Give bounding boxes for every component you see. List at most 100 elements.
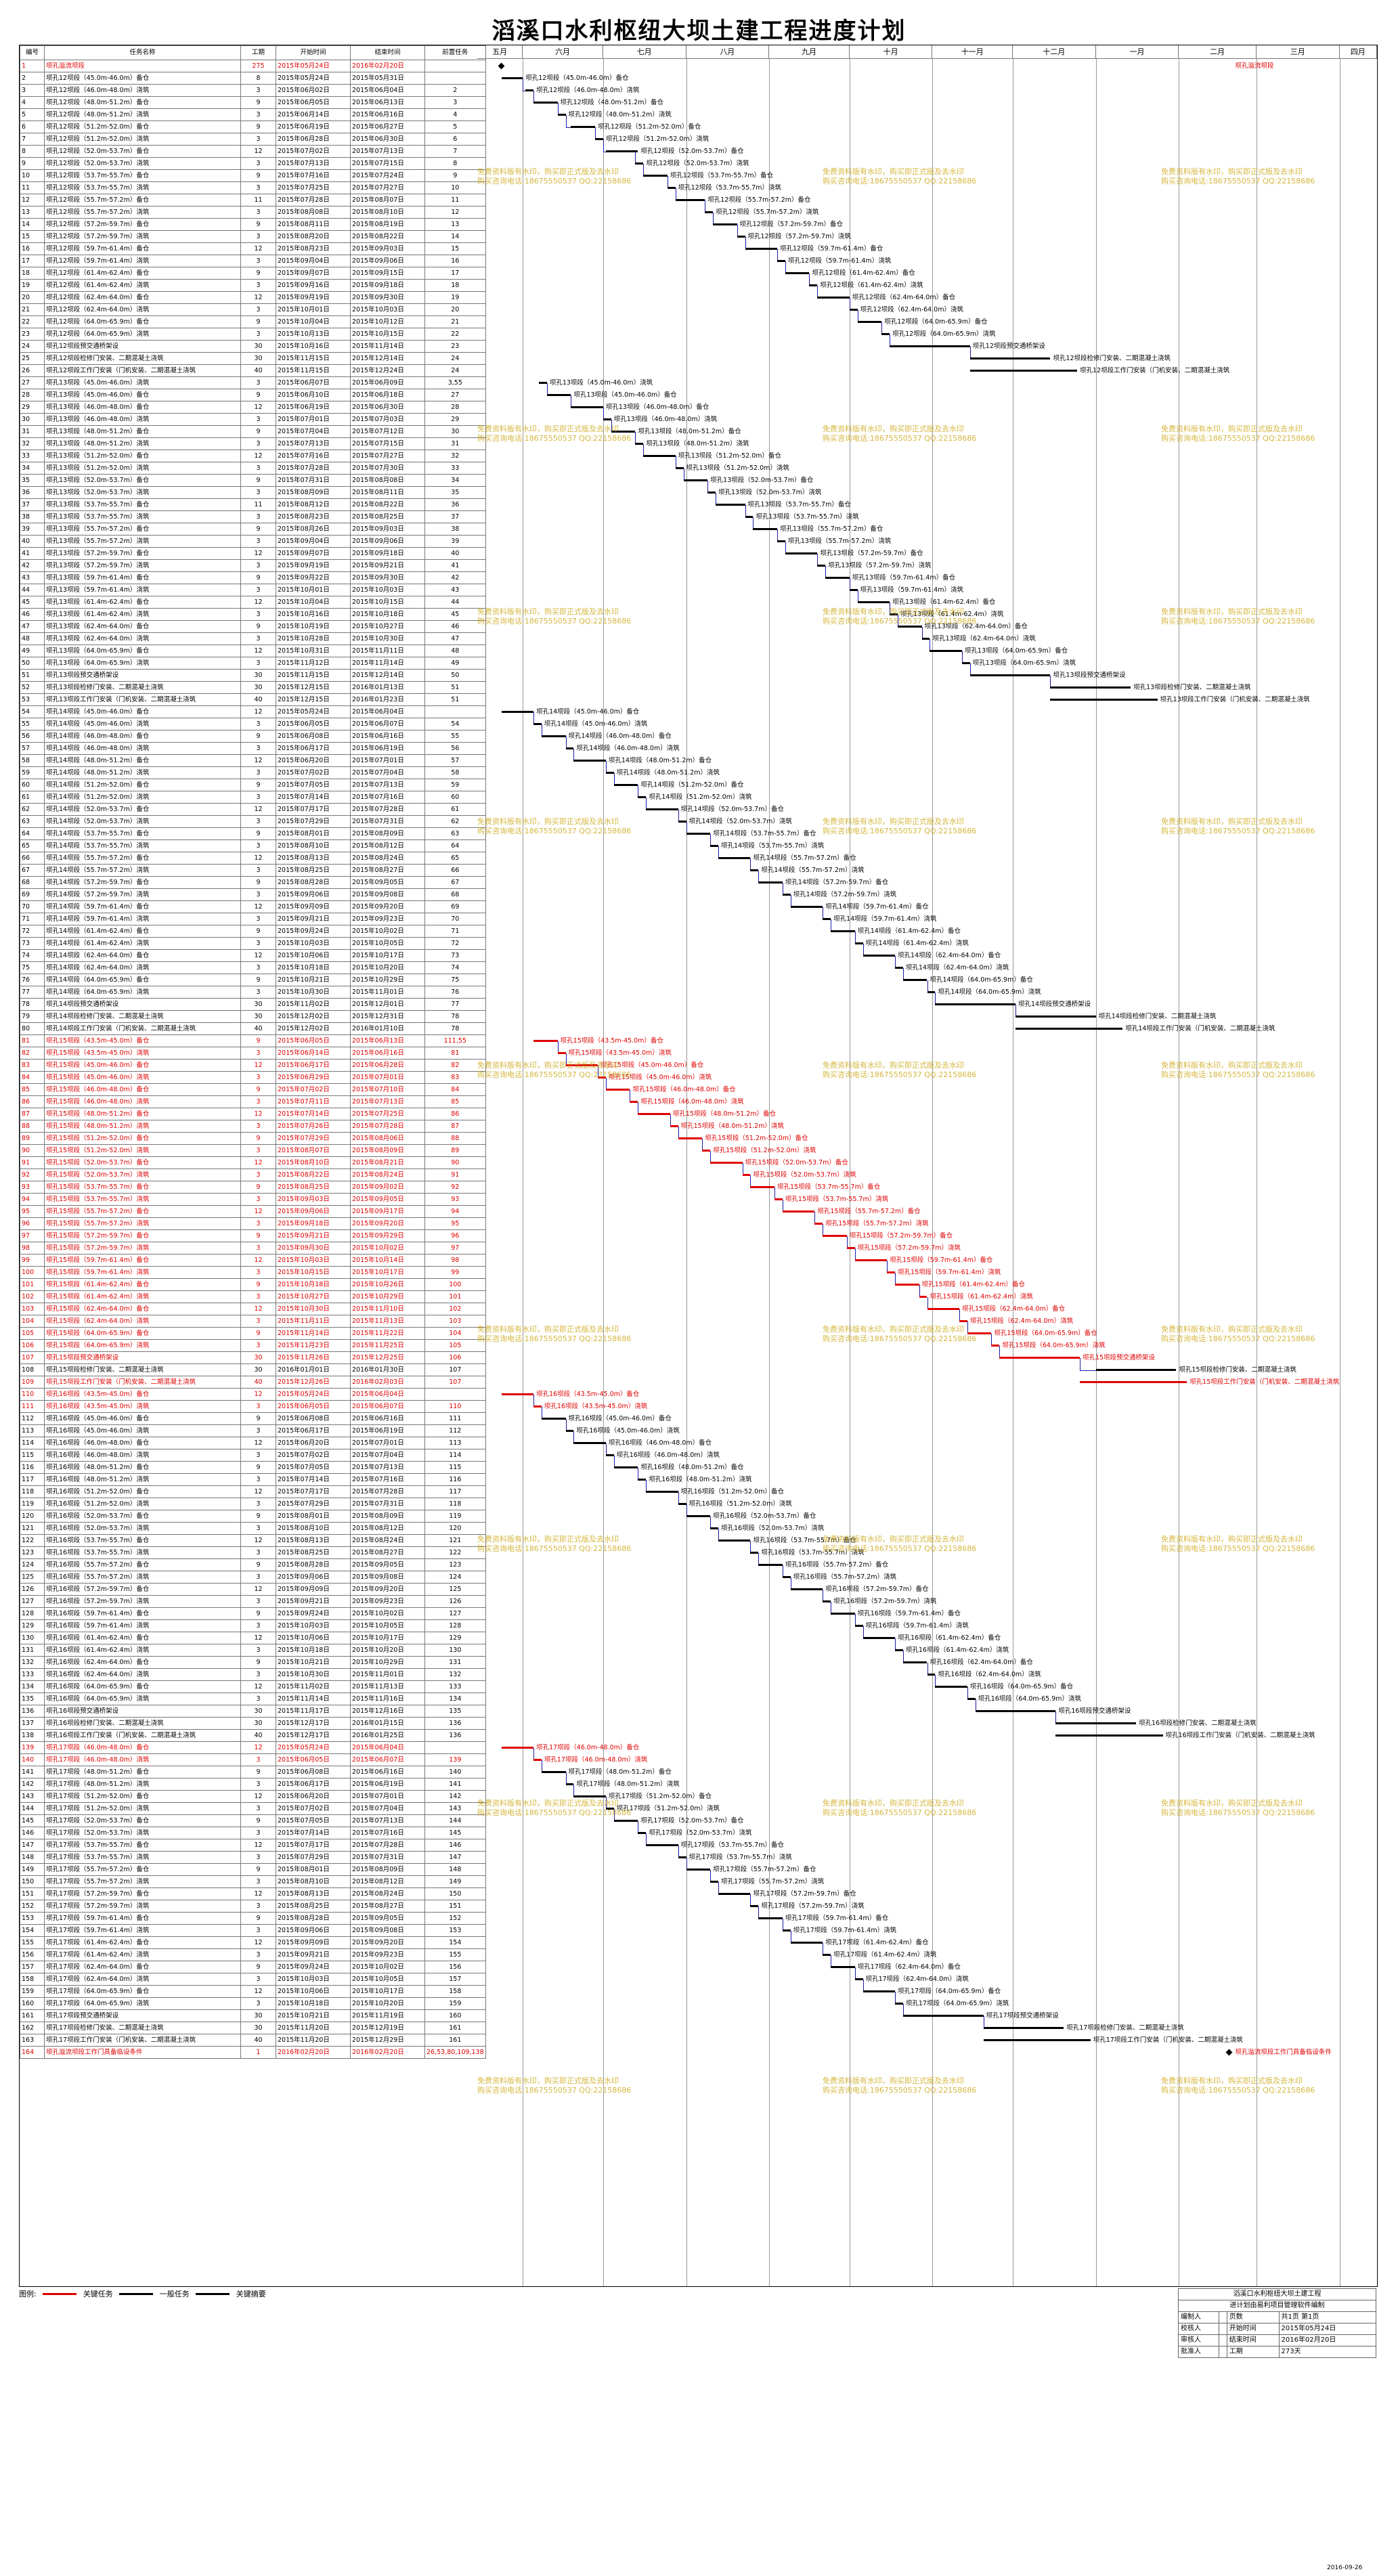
task-bar[interactable]	[546, 394, 571, 396]
task-bar[interactable]	[991, 1345, 1000, 1347]
task-bar[interactable]	[635, 162, 644, 165]
table-row[interactable]: 38 坝孔13坝段（53.7m-55.7m）浇筑 3 2015年08月23日 2015年…	[20, 510, 486, 523]
table-row[interactable]: 43 坝孔13坝段（59.7m-61.4m）备仓 9 2015年09月22日 2015年…	[20, 571, 486, 584]
task-bar[interactable]	[638, 796, 647, 798]
table-row[interactable]: 56 坝孔14坝段（46.0m-48.0m）备仓 9 2015年06月08日 2015年…	[20, 730, 486, 743]
table-row[interactable]: 49 坝孔13坝段（64.0m-65.9m）备仓 12 2015年10月31日 2015…	[20, 645, 486, 657]
table-row[interactable]: 108 坝孔15坝段检修门安装、二期混凝土浇筑 30 2016年01月01日 2016年…	[20, 1363, 486, 1376]
task-bar[interactable]	[857, 321, 882, 323]
table-row[interactable]: 15 坝孔12坝段（57.2m-59.7m）浇筑 3 2015年08月20日 2015年…	[20, 230, 486, 243]
task-bar[interactable]	[927, 991, 936, 993]
task-bar[interactable]	[638, 1832, 647, 1834]
table-row[interactable]: 35 坝孔13坝段（52.0m-53.7m）备仓 9 2015年07月31日 2015年…	[20, 474, 486, 487]
table-row[interactable]: 36 坝孔13坝段（52.0m-53.7m）浇筑 3 2015年08月09日 2015年…	[20, 486, 486, 499]
task-bar[interactable]	[935, 1003, 1016, 1005]
table-row[interactable]: 80 坝孔14坝段工作门安装（门机安装、二期混凝土浇筑 40 2015年12月02日 2…	[20, 1022, 486, 1035]
table-row[interactable]: 110 坝孔16坝段（43.5m-45.0m）备仓 12 2015年05月24日 201…	[20, 1388, 486, 1401]
table-row[interactable]: 157 坝孔17坝段（62.4m-64.0m）备仓 9 2015年09月24日 2015…	[20, 1961, 486, 1973]
task-bar[interactable]	[533, 1040, 558, 1042]
table-row[interactable]: 148 坝孔17坝段（53.7m-55.7m）浇筑 3 2015年07月29日 2015…	[20, 1851, 486, 1864]
task-bar[interactable]	[782, 1576, 791, 1578]
task-bar[interactable]	[675, 199, 705, 201]
table-row[interactable]: 39 坝孔13坝段（55.7m-57.2m）备仓 9 2015年08月26日 2015年…	[20, 523, 486, 536]
task-bar[interactable]	[613, 1820, 638, 1822]
task-bar[interactable]	[710, 845, 718, 847]
table-row[interactable]: 115 坝孔16坝段（46.0m-48.0m）浇筑 3 2015年07月02日 2015…	[20, 1449, 486, 1462]
table-row[interactable]: 79 坝孔14坝段检修门安装、二期混凝土浇筑 30 2015年12月02日 2015年1…	[20, 1010, 486, 1023]
table-row[interactable]: 33 坝孔13坝段（51.2m-52.0m）备仓 12 2015年07月16日 2015…	[20, 450, 486, 462]
table-row[interactable]: 73 坝孔14坝段（61.4m-62.4m）浇筑 3 2015年10月03日 2015年…	[20, 937, 486, 950]
col-header-duration[interactable]: 工期	[240, 45, 276, 60]
task-bar[interactable]	[605, 150, 638, 152]
task-bar[interactable]	[961, 662, 970, 664]
table-row[interactable]: 25 坝孔12坝段检修门安装、二期混凝土浇筑 30 2015年11月15日 2015年1…	[20, 352, 486, 365]
task-bar[interactable]	[678, 1503, 686, 1505]
task-bar[interactable]	[890, 613, 898, 615]
table-row[interactable]: 125 坝孔16坝段（55.7m-57.2m）浇筑 3 2015年09月06日 2015…	[20, 1571, 486, 1584]
table-row[interactable]: 67 坝孔14坝段（55.7m-57.2m）浇筑 3 2015年08月25日 2015年…	[20, 864, 486, 877]
table-row[interactable]: 10 坝孔12坝段（53.7m-55.7m）备仓 9 2015年07月16日 2015年…	[20, 169, 486, 182]
table-row[interactable]: 40 坝孔13坝段（55.7m-57.2m）浇筑 3 2015年09月04日 2015年…	[20, 535, 486, 548]
table-row[interactable]: 163 坝孔17坝段工作门安装（门机安装、二期混凝土浇筑 40 2015年11月20日…	[20, 2034, 486, 2047]
task-bar[interactable]	[846, 1247, 855, 1249]
table-row[interactable]: 75 坝孔14坝段（62.4m-64.0m）浇筑 3 2015年10月18日 2015年…	[20, 961, 486, 974]
task-bar[interactable]	[573, 1795, 606, 1797]
task-bar[interactable]	[705, 211, 714, 213]
task-bar[interactable]	[1055, 1734, 1163, 1737]
table-row[interactable]: 91 坝孔15坝段（52.0m-53.7m）备仓 12 2015年08月10日 2015…	[20, 1156, 486, 1169]
table-row[interactable]: 42 坝孔13坝段（57.2m-59.7m）浇筑 3 2015年09月19日 2015年…	[20, 559, 486, 572]
task-bar[interactable]	[831, 1613, 855, 1615]
task-bar[interactable]	[710, 1881, 718, 1883]
table-row[interactable]: 61 坝孔14坝段（51.2m-52.0m）浇筑 3 2015年07月14日 2015年…	[20, 791, 486, 804]
task-bar[interactable]	[750, 1552, 759, 1554]
task-bar[interactable]	[710, 1527, 718, 1529]
table-row[interactable]: 90 坝孔15坝段（51.2m-52.0m）浇筑 3 2015年08月07日 2015年…	[20, 1144, 486, 1157]
table-row[interactable]: 60 坝孔14坝段（51.2m-52.0m）备仓 9 2015年07月05日 2015年…	[20, 779, 486, 791]
task-bar[interactable]	[1050, 699, 1158, 701]
task-bar[interactable]	[716, 504, 745, 506]
table-row[interactable]: 50 坝孔13坝段（64.0m-65.9m）浇筑 3 2015年11月12日 2015年…	[20, 657, 486, 670]
table-row[interactable]: 159 坝孔17坝段（64.0m-65.9m）备仓 12 2015年10月06日 201…	[20, 1985, 486, 1998]
table-row[interactable]: 161 坝孔17坝段预交通桥架设 30 2015年10月21日 2015年11月19日 1…	[20, 2009, 486, 2022]
task-bar[interactable]	[573, 760, 606, 762]
table-row[interactable]: 22 坝孔12坝段（64.0m-65.9m）备仓 9 2015年10月04日 2015年…	[20, 315, 486, 328]
task-bar[interactable]	[605, 1454, 614, 1456]
task-bar[interactable]	[557, 114, 566, 116]
table-row[interactable]: 47 坝孔13坝段（62.4m-64.0m）备仓 9 2015年10月19日 2015年…	[20, 620, 486, 633]
task-bar[interactable]	[667, 187, 676, 189]
table-row[interactable]: 123 坝孔16坝段（53.7m-55.7m）浇筑 3 2015年08月25日 2015…	[20, 1546, 486, 1559]
col-header-end[interactable]: 结束时间	[350, 45, 425, 60]
table-row[interactable]: 28 坝孔13坝段（45.0m-46.0m）备仓 9 2015年06月10日 2015年…	[20, 389, 486, 401]
task-bar[interactable]	[713, 223, 737, 225]
table-row[interactable]: 52 坝孔13坝段检修门安装、二期混凝土浇筑 30 2015年12月15日 2016年0…	[20, 681, 486, 694]
task-bar[interactable]	[605, 1089, 630, 1091]
table-row[interactable]: 31 坝孔13坝段（48.0m-51.2m）备仓 9 2015年07月04日 2015年…	[20, 425, 486, 438]
task-bar[interactable]	[969, 370, 1077, 372]
table-row[interactable]: 76 坝孔14坝段（64.0m-65.9m）备仓 9 2015年10月21日 2015年…	[20, 974, 486, 986]
table-row[interactable]: 103 坝孔15坝段（62.4m-64.0m）备仓 12 2015年10月30日 201…	[20, 1303, 486, 1315]
table-row[interactable]: 133 坝孔16坝段（62.4m-64.0m）浇筑 3 2015年10月30日 2015…	[20, 1668, 486, 1681]
table-row[interactable]: 37 坝孔13坝段（53.7m-55.7m）备仓 11 2015年08月12日 2015…	[20, 498, 486, 511]
table-row[interactable]: 131 坝孔16坝段（61.4m-62.4m）浇筑 3 2015年10月18日 2015…	[20, 1644, 486, 1657]
table-row[interactable]: 116 坝孔16坝段（48.0m-51.2m）备仓 9 2015年07月05日 2015…	[20, 1461, 486, 1474]
table-row[interactable]: 14 坝孔12坝段（57.2m-59.7m）备仓 9 2015年08月11日 2015年…	[20, 218, 486, 231]
task-bar[interactable]	[895, 1284, 919, 1286]
task-bar[interactable]	[758, 881, 783, 883]
task-bar[interactable]	[683, 479, 708, 481]
table-row[interactable]: 145 坝孔17坝段（52.0m-53.7m）备仓 9 2015年07月05日 2015…	[20, 1814, 486, 1827]
task-bar[interactable]	[895, 2003, 903, 2005]
task-bar[interactable]	[774, 1198, 783, 1200]
task-bar[interactable]	[646, 1844, 678, 1846]
table-row[interactable]: 85 坝孔15坝段（46.0m-48.0m）备仓 9 2015年07月02日 2015年…	[20, 1083, 486, 1096]
task-bar[interactable]	[975, 1710, 1056, 1712]
task-bar[interactable]	[862, 955, 896, 957]
table-row[interactable]: 63 坝孔14坝段（52.0m-53.7m）浇筑 3 2015年07月29日 2015年…	[20, 815, 486, 828]
table-row[interactable]: 71 坝孔14坝段（59.7m-61.4m）浇筑 3 2015年09月21日 2015年…	[20, 913, 486, 925]
table-row[interactable]: 155 坝孔17坝段（61.4m-62.4m）备仓 12 2015年09月09日 201…	[20, 1936, 486, 1949]
task-bar[interactable]	[686, 1515, 711, 1517]
task-bar[interactable]	[814, 1223, 823, 1225]
table-row[interactable]: 92 坝孔15坝段（52.0m-53.7m）浇筑 3 2015年08月22日 2015年…	[20, 1169, 486, 1181]
table-row[interactable]: 128 坝孔16坝段（59.7m-61.4m）备仓 9 2015年09月24日 2015…	[20, 1607, 486, 1620]
table-row[interactable]: 112 坝孔16坝段（45.0m-46.0m）备仓 9 2015年06月08日 2015…	[20, 1412, 486, 1425]
table-row[interactable]: 135 坝孔16坝段（64.0m-65.9m）浇筑 3 2015年11月14日 2015…	[20, 1693, 486, 1705]
